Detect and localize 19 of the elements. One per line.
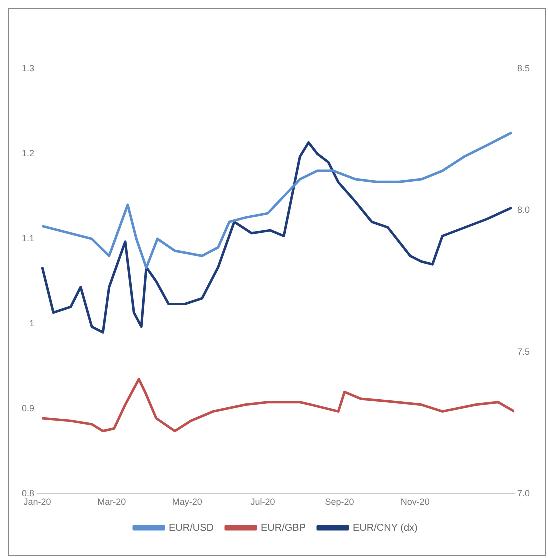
y-tick-label: 0.9: [22, 404, 35, 414]
y2-tick-label: 8.5: [517, 63, 530, 74]
y2-tick-label: 7.5: [517, 346, 530, 357]
legend-label: EUR/GBP: [260, 522, 306, 534]
x-tick-label: Jul-20: [250, 497, 276, 508]
y2-tick-label: 7.0: [517, 488, 530, 499]
x-tick-label: Sep-20: [325, 497, 354, 508]
x-tick-label: Nov-20: [400, 497, 430, 508]
y-tick-label: 1.1: [22, 234, 35, 244]
y-tick-label: 1: [29, 318, 35, 329]
x-tick-label: Mar-20: [98, 497, 126, 508]
y-tick-label: 0.8: [22, 488, 35, 499]
y-tick-label: 1.2: [22, 148, 35, 159]
legend-label: EUR/CNY (dx): [353, 522, 418, 534]
x-tick-label: Jan-20: [24, 497, 52, 508]
y2-tick-label: 8.0: [517, 205, 530, 216]
y-tick-label: 1.3: [22, 63, 35, 74]
legend-label: EUR/USD: [168, 522, 214, 534]
x-tick-label: May-20: [172, 497, 202, 508]
